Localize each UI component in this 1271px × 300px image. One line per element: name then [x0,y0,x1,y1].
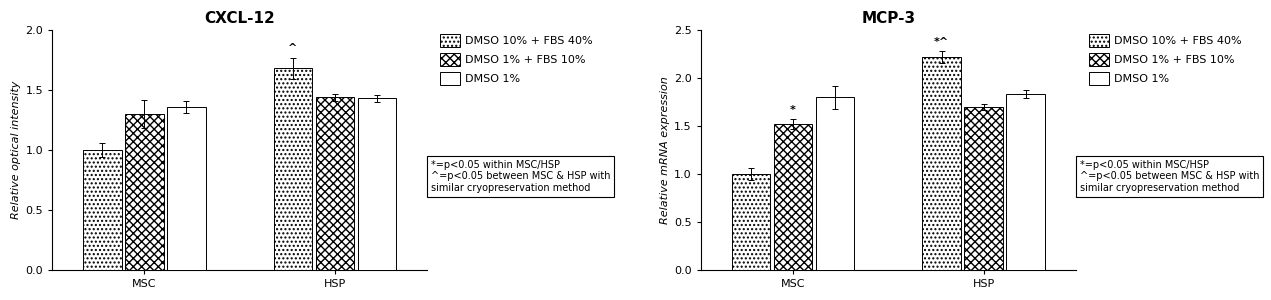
Bar [315,97,355,270]
Title: CXCL-12: CXCL-12 [205,11,275,26]
Y-axis label: Relative optical intensity: Relative optical intensity [11,81,22,219]
Text: ^: ^ [289,43,297,53]
Text: *=p<0.05 within MSC/HSP
^=p<0.05 between MSC & HSP with
similar cryopreservation: *=p<0.05 within MSC/HSP ^=p<0.05 between… [1079,160,1260,193]
Bar [816,97,854,270]
Bar [732,174,770,270]
Legend: DMSO 10% + FBS 40%, DMSO 1% + FBS 10%, DMSO 1%: DMSO 10% + FBS 40%, DMSO 1% + FBS 10%, D… [436,31,596,88]
Text: *=p<0.05 within MSC/HSP
^=p<0.05 between MSC & HSP with
similar cryopreservation: *=p<0.05 within MSC/HSP ^=p<0.05 between… [431,160,610,193]
Bar [965,107,1003,270]
Text: *^: *^ [934,37,949,47]
Bar [357,98,397,270]
Bar [167,107,206,270]
Title: MCP-3: MCP-3 [862,11,915,26]
Bar [923,57,961,270]
Bar [125,114,164,270]
Text: *: * [791,105,796,116]
Bar [83,150,122,270]
Bar [774,124,812,270]
Bar [273,68,313,270]
Y-axis label: Relative mRNA expression: Relative mRNA expression [660,76,670,224]
Legend: DMSO 10% + FBS 40%, DMSO 1% + FBS 10%, DMSO 1%: DMSO 10% + FBS 40%, DMSO 1% + FBS 10%, D… [1085,31,1246,88]
Bar [1007,94,1045,270]
